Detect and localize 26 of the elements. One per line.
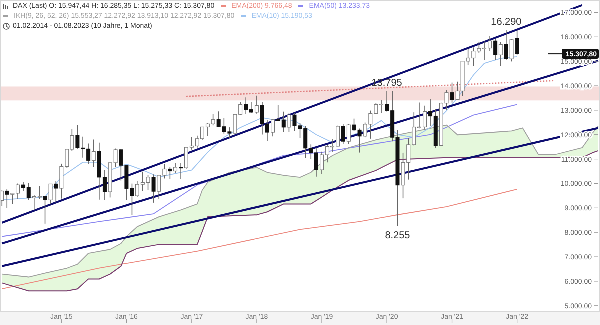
candlestick [494,38,498,61]
candlestick [450,82,454,104]
line-series [2,150,599,292]
line-series [2,189,518,290]
candlestick [54,181,58,204]
candlestick [346,124,351,145]
candlestick [48,184,53,205]
annotation: 16.290 [491,17,522,28]
candlestick [254,95,259,114]
candlestick [5,189,10,209]
candlestick [510,38,514,62]
candlestick [92,139,96,168]
candlestick [179,163,184,180]
candlestick [287,113,292,133]
line-series [2,56,518,201]
candlestick [341,124,346,145]
candlestick [271,118,276,137]
candlestick [174,163,178,174]
candlestick [168,166,172,180]
candlestick [152,174,156,204]
annotation: 8.255 [385,230,411,242]
candlestick [504,30,508,61]
candlestick [43,196,48,224]
annotation: 13.795 [372,78,403,90]
candlestick [515,30,520,56]
candlestick [498,42,503,66]
